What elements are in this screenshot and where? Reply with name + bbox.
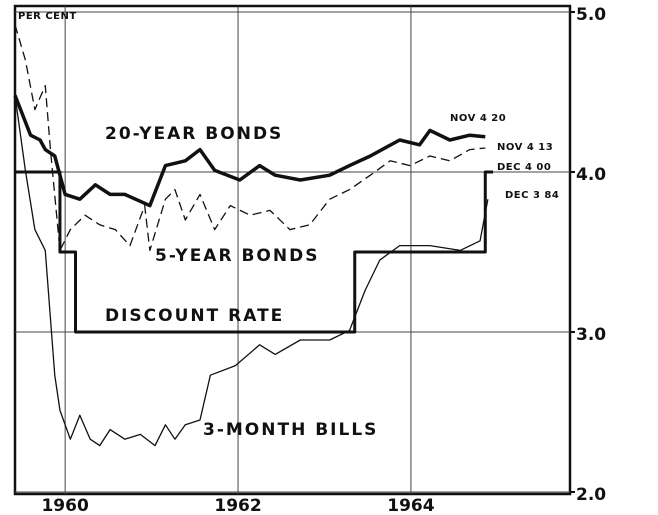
annotation: DEC 3 84 [505, 190, 559, 201]
annotation: PER CENT [18, 11, 77, 22]
y-tick-label: 4.0 [576, 165, 606, 185]
annotation: 3-MONTH BILLS [203, 420, 378, 440]
x-tick-label: 1960 [41, 496, 88, 515]
series-line [14, 24, 486, 252]
plot-frame [13, 4, 572, 496]
annotation: NOV 4 13 [497, 142, 553, 153]
y-tick-label: 3.0 [576, 325, 606, 345]
annotation: 20-YEAR BONDS [105, 124, 283, 144]
series-line [14, 95, 489, 447]
annotation: DISCOUNT RATE [105, 306, 284, 326]
y-tick-label: 2.0 [576, 485, 606, 505]
annotation: NOV 4 20 [450, 113, 506, 124]
annotation: 5-YEAR BONDS [155, 246, 319, 266]
y-tick-label: 5.0 [576, 5, 606, 25]
x-tick-label: 1962 [214, 496, 261, 515]
annotation: DEC 4 00 [497, 162, 551, 173]
x-tick-label: 1964 [387, 496, 434, 515]
series-line [13, 94, 486, 208]
